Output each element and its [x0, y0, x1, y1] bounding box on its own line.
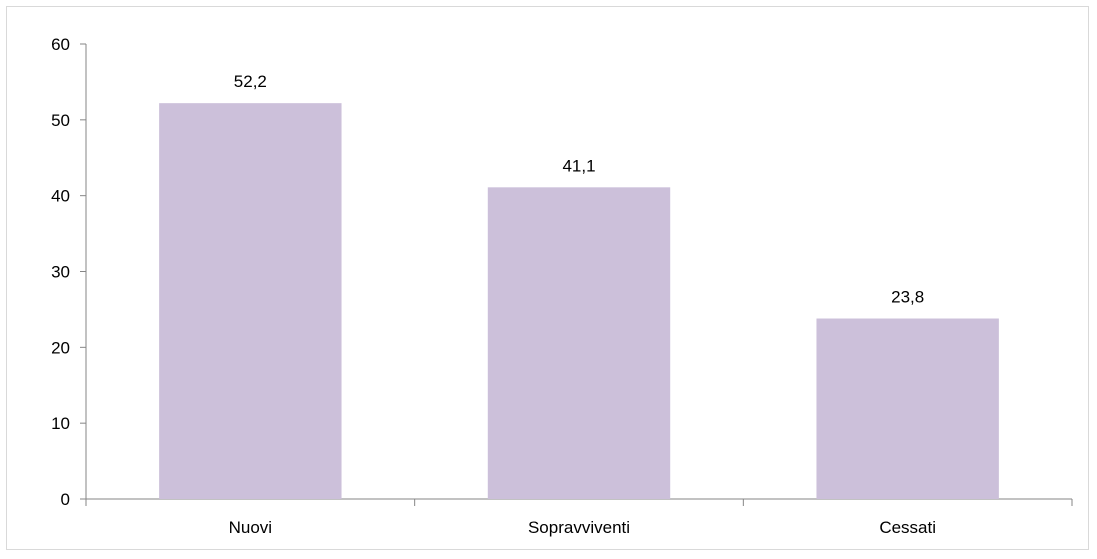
bar-nuovi [159, 103, 342, 500]
data-labels: 52,2 41,1 23,8 [234, 72, 924, 306]
bar-cessati [816, 318, 999, 499]
x-axis: Nuovi Sopravviventi Cessati [85, 498, 1073, 537]
y-tick-label: 10 [51, 414, 70, 433]
y-tick-label: 40 [51, 187, 70, 206]
x-category-label: Nuovi [229, 518, 272, 537]
data-label: 52,2 [234, 72, 267, 91]
y-tick-label: 20 [51, 338, 70, 357]
bars [159, 103, 999, 500]
x-category-label: Sopravviventi [528, 518, 630, 537]
x-category-label: Cessati [879, 518, 936, 537]
y-axis: 0 10 20 30 40 50 60 [51, 35, 87, 509]
y-tick-label: 50 [51, 111, 70, 130]
bar-sopravviventi [487, 187, 671, 499]
data-label: 41,1 [562, 156, 595, 175]
y-tick-label: 30 [51, 263, 70, 282]
data-label: 23,8 [891, 288, 924, 307]
y-tick-label: 0 [61, 490, 70, 509]
y-tick-label: 60 [51, 35, 70, 54]
